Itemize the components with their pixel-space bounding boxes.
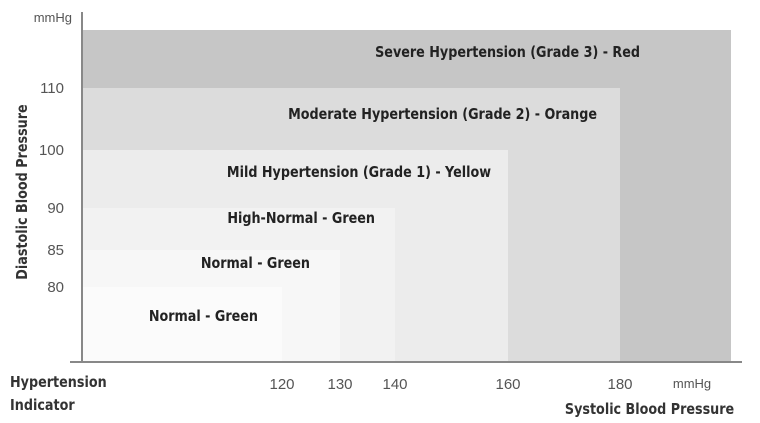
zone-label-2: Moderate Hypertension (Grade 2) - Orange: [288, 106, 597, 123]
y-tick-100: 100: [39, 142, 64, 159]
x-tick-180: 180: [607, 376, 632, 393]
zone-label-4: High-Normal - Green: [227, 210, 375, 227]
y-tick-85: 85: [47, 242, 64, 259]
corner-label-line-1: Hypertension: [10, 373, 107, 391]
zone-layer: [82, 30, 731, 362]
zone-label-3: Mild Hypertension (Grade 1) - Yellow: [227, 164, 491, 181]
x-tick-160: 160: [495, 376, 520, 393]
axes: [70, 12, 742, 363]
y-tick-110: 110: [40, 80, 64, 97]
x-tick-140: 140: [382, 376, 407, 393]
zone-label-6: Normal - Green: [149, 308, 258, 325]
zone-6: [82, 287, 282, 362]
zone-label-1: Severe Hypertension (Grade 3) - Red: [375, 44, 640, 61]
zone-label-layer: Severe Hypertension (Grade 3) - Red Moder…: [149, 44, 640, 325]
zone-label-5: Normal - Green: [201, 255, 310, 272]
x-axis-title: Systolic Blood Pressure: [564, 400, 734, 418]
tick-label-layer: 120 130 140 160 180 mmHg 80 85 90 100 110 mmHg: [34, 10, 711, 393]
x-tick-130: 130: [327, 376, 352, 393]
y-tick-80: 80: [47, 279, 64, 296]
y-tick-90: 90: [47, 200, 64, 217]
y-unit-label: mmHg: [34, 10, 72, 25]
x-tick-120: 120: [269, 376, 294, 393]
x-unit-label: mmHg: [673, 376, 711, 391]
y-axis-title: Diastolic Blood Pressure: [13, 104, 31, 280]
corner-label-line-2: Indicator: [10, 396, 75, 414]
